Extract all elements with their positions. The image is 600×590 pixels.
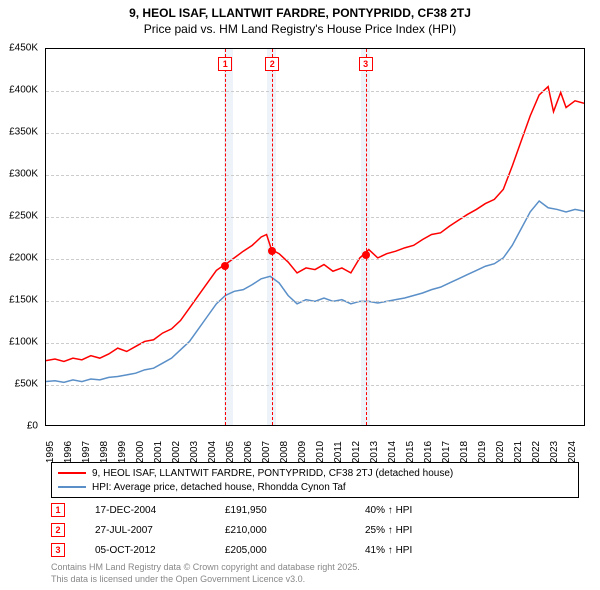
x-tick-label: 1997 (81, 441, 92, 463)
chart-container: 9, HEOL ISAF, LLANTWIT FARDRE, PONTYPRID… (0, 0, 600, 590)
y-tick-label: £450K (9, 43, 38, 54)
x-tick-label: 2016 (423, 441, 434, 463)
event-pct: 41% ↑ HPI (365, 545, 465, 556)
x-tick-label: 2021 (513, 441, 524, 463)
y-tick-label: £400K (9, 85, 38, 96)
x-tick-label: 2013 (369, 441, 380, 463)
x-tick-label: 2001 (153, 441, 164, 463)
gridline (46, 91, 584, 92)
gridline (46, 175, 584, 176)
event-marker-dot (362, 251, 370, 259)
events-table: 1 17-DEC-2004£191,95040% ↑ HPI 2 27-JUL-200… (51, 500, 465, 560)
series-line-hpi (46, 201, 584, 382)
event-table-row: 3 05-OCT-2012£205,00041% ↑ HPI (51, 540, 465, 560)
x-tick-label: 2004 (207, 441, 218, 463)
x-tick-label: 2014 (387, 441, 398, 463)
x-tick-label: 2017 (441, 441, 452, 463)
event-number-box: 2 (265, 57, 279, 71)
x-tick-label: 2024 (567, 441, 578, 463)
legend-label: HPI: Average price, detached house, Rhon… (92, 482, 346, 493)
gridline (46, 385, 584, 386)
y-tick-label: £300K (9, 169, 38, 180)
y-tick-label: £350K (9, 127, 38, 138)
attribution-text: Contains HM Land Registry data © Crown c… (51, 562, 360, 585)
legend-item: 9, HEOL ISAF, LLANTWIT FARDRE, PONTYPRID… (58, 466, 572, 480)
legend-swatch (58, 472, 86, 474)
event-price: £205,000 (225, 545, 365, 556)
chart-subtitle: Price paid vs. HM Land Registry's House … (0, 22, 600, 36)
plot-area: 1 2 3 (45, 48, 585, 426)
x-tick-label: 2015 (405, 441, 416, 463)
event-number-box: 2 (51, 523, 65, 537)
event-pct: 25% ↑ HPI (365, 525, 465, 536)
event-line (366, 49, 367, 425)
event-price: £191,950 (225, 505, 365, 516)
x-tick-label: 2000 (135, 441, 146, 463)
x-tick-label: 2002 (171, 441, 182, 463)
event-date: 17-DEC-2004 (95, 505, 225, 516)
y-tick-label: £0 (27, 421, 38, 432)
y-tick-label: £200K (9, 253, 38, 264)
event-marker-dot (268, 247, 276, 255)
event-number-box: 3 (51, 543, 65, 557)
legend-label: 9, HEOL ISAF, LLANTWIT FARDRE, PONTYPRID… (92, 468, 453, 479)
gridline (46, 133, 584, 134)
x-tick-label: 2007 (261, 441, 272, 463)
attribution-line1: Contains HM Land Registry data © Crown c… (51, 562, 360, 574)
gridline (46, 217, 584, 218)
x-tick-label: 2010 (315, 441, 326, 463)
x-tick-label: 2022 (531, 441, 542, 463)
x-tick-label: 2003 (189, 441, 200, 463)
x-tick-label: 1999 (117, 441, 128, 463)
series-line-property (46, 87, 584, 362)
x-tick-label: 2020 (495, 441, 506, 463)
x-tick-label: 2018 (459, 441, 470, 463)
x-tick-label: 2006 (243, 441, 254, 463)
event-marker-dot (221, 262, 229, 270)
chart-title: 9, HEOL ISAF, LLANTWIT FARDRE, PONTYPRID… (0, 6, 600, 20)
x-axis: 1995199619971998199920002001200220032004… (45, 428, 585, 458)
x-tick-label: 2011 (333, 441, 344, 463)
attribution-line2: This data is licensed under the Open Gov… (51, 574, 360, 586)
x-tick-label: 2008 (279, 441, 290, 463)
x-tick-label: 1998 (99, 441, 110, 463)
event-price: £210,000 (225, 525, 365, 536)
x-tick-label: 2005 (225, 441, 236, 463)
event-line (272, 49, 273, 425)
legend: 9, HEOL ISAF, LLANTWIT FARDRE, PONTYPRID… (51, 462, 579, 498)
y-tick-label: £50K (15, 379, 38, 390)
y-tick-label: £250K (9, 211, 38, 222)
y-tick-label: £100K (9, 337, 38, 348)
event-date: 05-OCT-2012 (95, 545, 225, 556)
event-date: 27-JUL-2007 (95, 525, 225, 536)
event-pct: 40% ↑ HPI (365, 505, 465, 516)
event-number-box: 3 (359, 57, 373, 71)
gridline (46, 343, 584, 344)
event-number-box: 1 (218, 57, 232, 71)
x-tick-label: 2012 (351, 441, 362, 463)
x-tick-label: 2019 (477, 441, 488, 463)
event-line (225, 49, 226, 425)
y-axis: £0£50K£100K£150K£200K£250K£300K£350K£400… (0, 48, 40, 426)
legend-item: HPI: Average price, detached house, Rhon… (58, 480, 572, 494)
event-table-row: 1 17-DEC-2004£191,95040% ↑ HPI (51, 500, 465, 520)
x-tick-label: 1996 (63, 441, 74, 463)
chart-title-block: 9, HEOL ISAF, LLANTWIT FARDRE, PONTYPRID… (0, 0, 600, 36)
gridline (46, 301, 584, 302)
x-tick-label: 1995 (45, 441, 56, 463)
event-number-box: 1 (51, 503, 65, 517)
chart-lines (46, 49, 584, 425)
gridline (46, 259, 584, 260)
x-tick-label: 2023 (549, 441, 560, 463)
y-tick-label: £150K (9, 295, 38, 306)
x-tick-label: 2009 (297, 441, 308, 463)
legend-swatch (58, 486, 86, 488)
event-table-row: 2 27-JUL-2007£210,00025% ↑ HPI (51, 520, 465, 540)
